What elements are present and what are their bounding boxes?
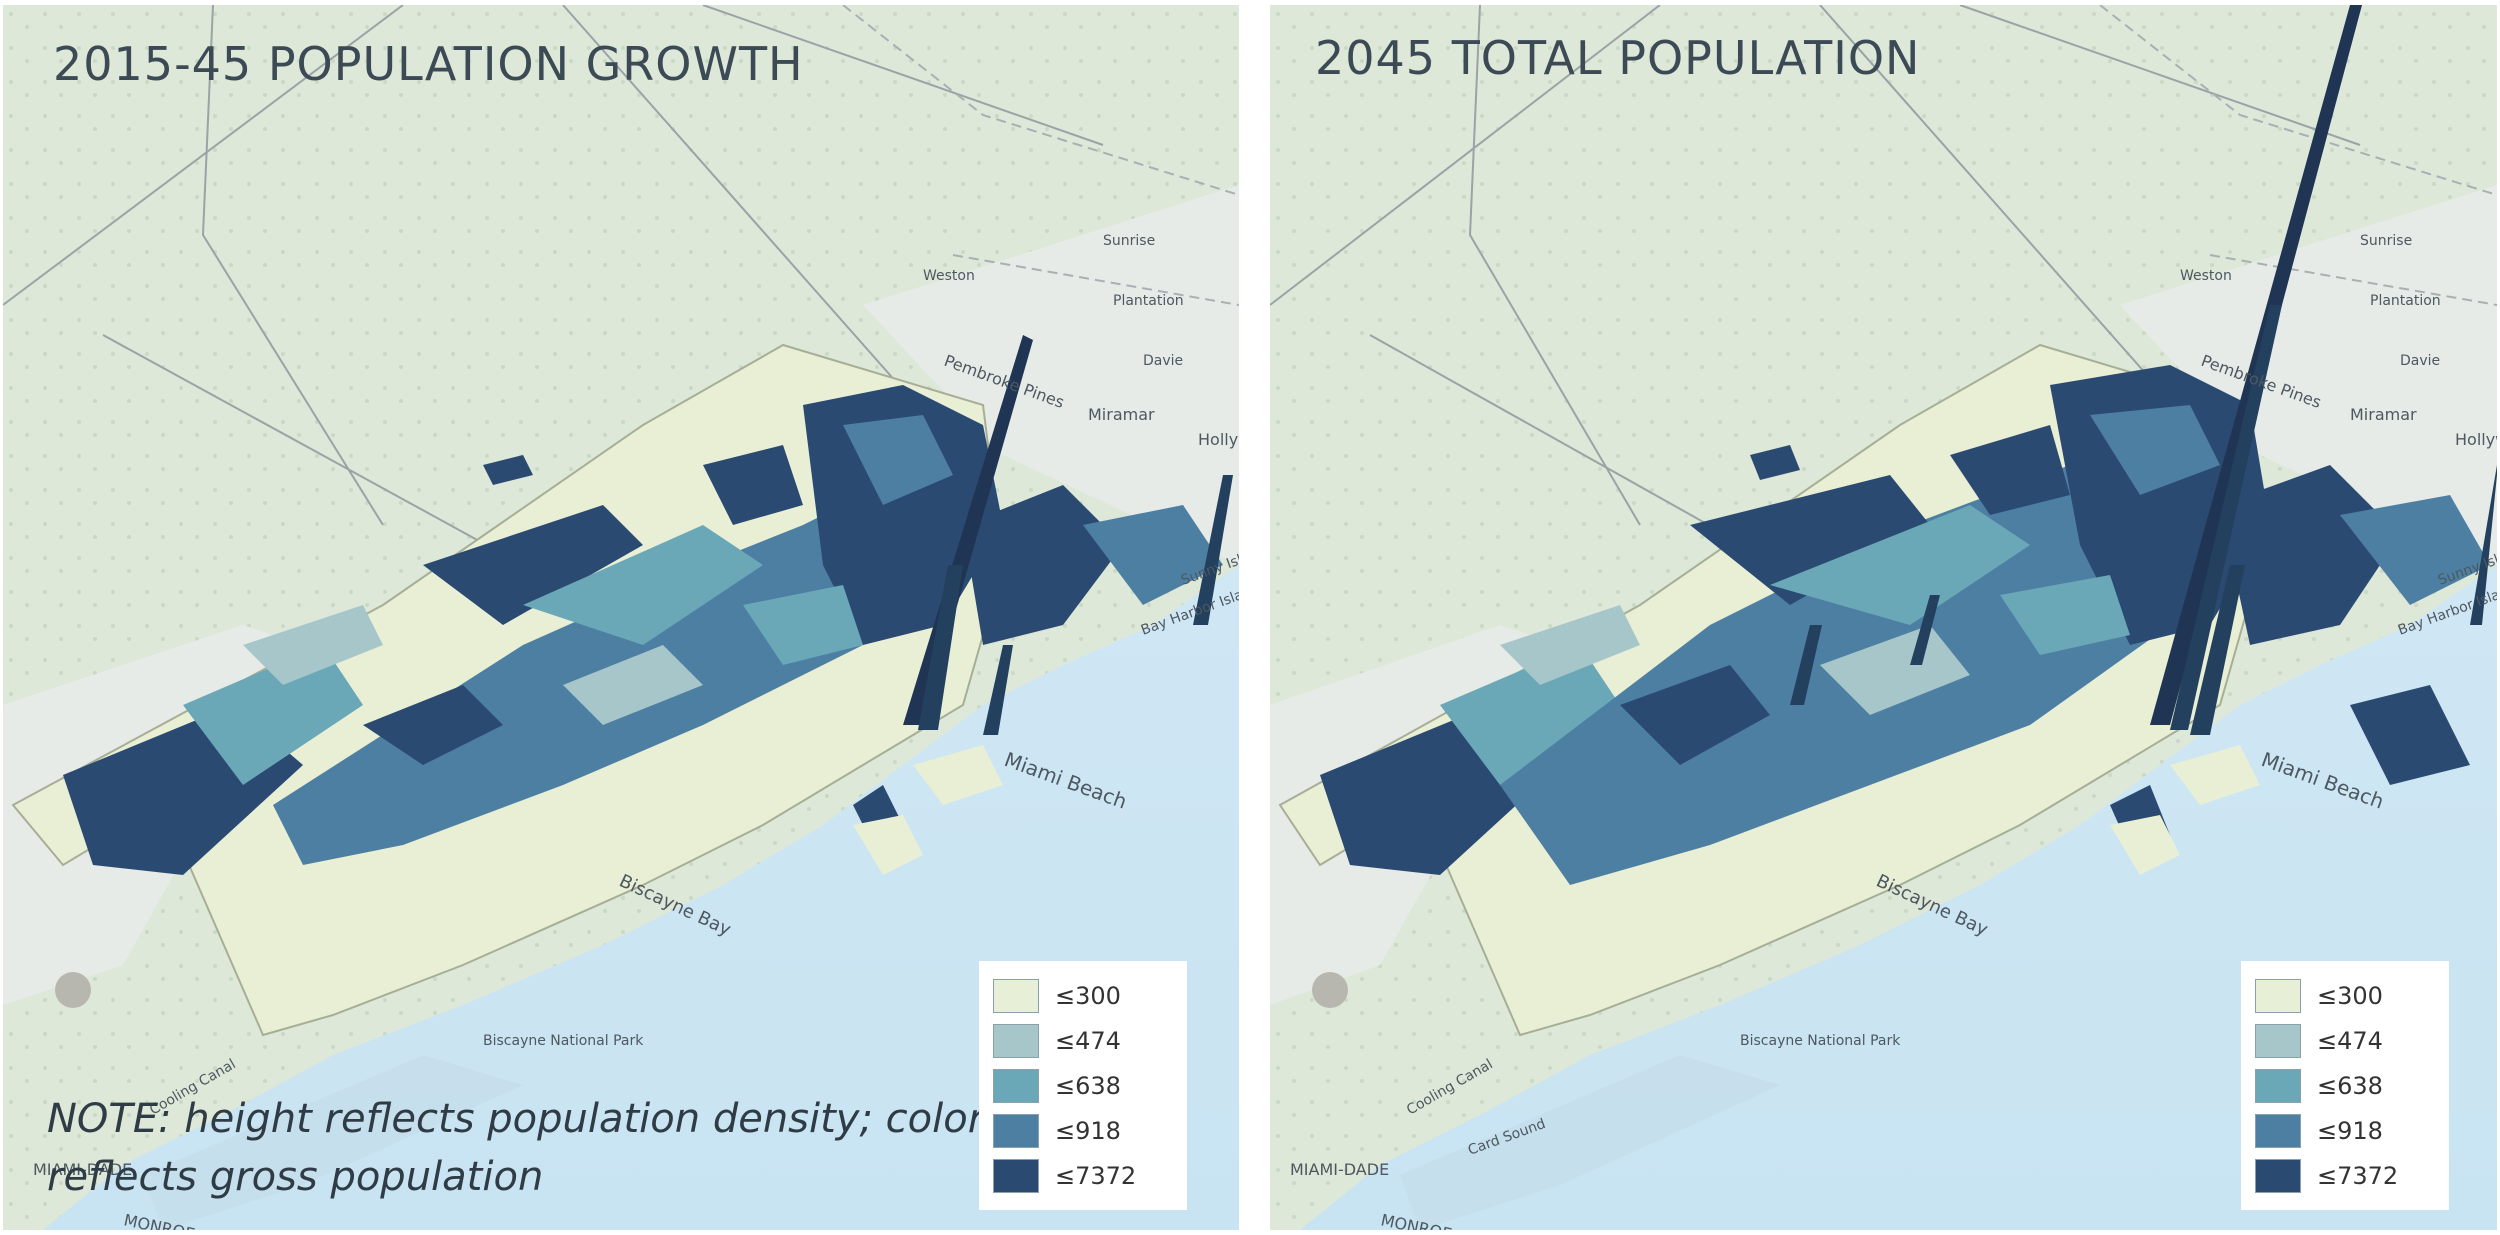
legend-swatch <box>993 1068 1039 1103</box>
label-davie: Davie <box>2400 353 2440 369</box>
legend-item: ≤474 <box>2255 1018 2435 1063</box>
legend-swatch <box>993 1113 1039 1148</box>
label-hollywood: Hollyw <box>2455 430 2497 449</box>
legend-swatch <box>2255 1023 2301 1058</box>
map-title: 2015-45 POPULATION GROWTH <box>53 37 804 91</box>
legend-label: ≤7372 <box>2317 1161 2399 1190</box>
legend-item: ≤300 <box>993 973 1173 1018</box>
legend-swatch <box>2255 1068 2301 1103</box>
legend-label: ≤918 <box>1055 1116 1121 1145</box>
label-miramar: Miramar <box>2350 405 2417 424</box>
population-blocks <box>63 385 1223 875</box>
legend-item: ≤300 <box>2255 973 2435 1018</box>
label-plantation: Plantation <box>1113 293 1184 309</box>
legend-item: ≤7372 <box>2255 1153 2435 1198</box>
density-spikes <box>903 335 1233 735</box>
legend-swatch <box>2255 1158 2301 1193</box>
label-weston: Weston <box>2180 268 2232 284</box>
label-plantation: Plantation <box>2370 293 2441 309</box>
map-panel-growth[interactable]: Miami Beach Biscayne Bay Biscayne Nation… <box>3 5 1239 1230</box>
label-davie: Davie <box>1143 353 1183 369</box>
legend-label: ≤300 <box>1055 981 1121 1010</box>
label-biscayne-park: Biscayne National Park <box>483 1033 644 1049</box>
label-weston: Weston <box>923 268 975 284</box>
legend-label: ≤918 <box>2317 1116 2383 1145</box>
label-sunrise: Sunrise <box>2360 233 2412 249</box>
legend-item: ≤918 <box>2255 1108 2435 1153</box>
density-spikes <box>1790 5 2497 735</box>
label-miami-dade: MIAMI-DADE <box>1290 1160 1389 1179</box>
label-miramar: Miramar <box>1088 405 1155 424</box>
legend-label: ≤638 <box>2317 1071 2383 1100</box>
legend-label: ≤474 <box>2317 1026 2383 1055</box>
legend-label: ≤638 <box>1055 1071 1121 1100</box>
map-panel-total[interactable]: Miami Beach Biscayne Bay Biscayne Nation… <box>1270 5 2497 1230</box>
legend-item: ≤474 <box>993 1018 1173 1063</box>
basemap-growth: Miami Beach Biscayne Bay Biscayne Nation… <box>3 5 1239 1230</box>
legend-item: ≤638 <box>2255 1063 2435 1108</box>
label-sunrise: Sunrise <box>1103 233 1155 249</box>
legend-swatch <box>993 1158 1039 1193</box>
legend-swatch <box>2255 1113 2301 1148</box>
label-biscayne-park: Biscayne National Park <box>1740 1033 1901 1049</box>
population-blocks <box>1320 365 2490 885</box>
legend-label: ≤300 <box>2317 981 2383 1010</box>
label-hollywood: Hollyw <box>1198 430 1239 449</box>
legend-label: ≤474 <box>1055 1026 1121 1055</box>
basemap-total: Miami Beach Biscayne Bay Biscayne Nation… <box>1270 5 2497 1230</box>
legend-swatch <box>993 1023 1039 1058</box>
legend-item: ≤918 <box>993 1108 1173 1153</box>
legend-item: ≤7372 <box>993 1153 1173 1198</box>
legend-label: ≤7372 <box>1055 1161 1137 1190</box>
legend-swatch <box>993 978 1039 1013</box>
map-note: NOTE: height reflects population density… <box>47 1096 985 1200</box>
legend-swatch <box>2255 978 2301 1013</box>
legend: ≤300 ≤474 ≤638 ≤918 ≤7372 <box>2241 961 2449 1210</box>
legend-item: ≤638 <box>993 1063 1173 1108</box>
legend: ≤300 ≤474 ≤638 ≤918 ≤7372 <box>979 961 1187 1210</box>
map-title: 2045 TOTAL POPULATION <box>1315 31 1921 85</box>
label-miami-dade: MIAMI-DADE <box>33 1160 132 1179</box>
